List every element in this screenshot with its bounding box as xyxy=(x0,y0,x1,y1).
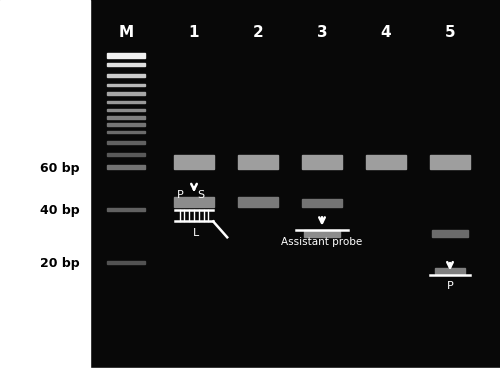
Bar xyxy=(432,229,468,237)
Bar xyxy=(302,198,342,207)
Bar xyxy=(108,131,144,133)
Bar xyxy=(108,116,144,119)
Text: 1: 1 xyxy=(189,25,199,41)
Bar xyxy=(108,63,144,66)
Bar xyxy=(108,261,144,264)
Bar xyxy=(238,198,278,207)
Bar xyxy=(238,155,278,169)
Bar xyxy=(108,123,144,126)
Text: 2: 2 xyxy=(252,25,264,41)
Text: 40 bp: 40 bp xyxy=(40,205,80,218)
Text: 3: 3 xyxy=(316,25,328,41)
Bar xyxy=(434,268,466,274)
Bar xyxy=(0,0,90,383)
Text: 20 bp: 20 bp xyxy=(40,257,80,270)
Text: P: P xyxy=(176,190,184,200)
Text: 60 bp: 60 bp xyxy=(40,162,80,175)
Bar xyxy=(108,208,144,211)
Bar xyxy=(0,368,500,383)
Bar xyxy=(430,155,470,169)
Text: P: P xyxy=(446,282,454,291)
Bar xyxy=(108,109,144,111)
Bar xyxy=(90,15,490,368)
Bar xyxy=(366,155,406,169)
Bar xyxy=(108,165,144,169)
Text: L: L xyxy=(193,229,199,239)
Bar xyxy=(108,74,144,77)
Text: Assistant probe: Assistant probe xyxy=(282,237,362,247)
Bar xyxy=(108,92,144,95)
Bar xyxy=(174,198,214,207)
Bar xyxy=(304,229,340,237)
Text: S: S xyxy=(198,190,205,200)
Text: 5: 5 xyxy=(444,25,456,41)
Bar xyxy=(108,101,144,103)
Bar xyxy=(108,154,144,156)
Text: M: M xyxy=(118,25,134,41)
Bar xyxy=(108,83,144,87)
Bar xyxy=(302,155,342,169)
Bar xyxy=(108,141,144,144)
Text: 4: 4 xyxy=(380,25,392,41)
Bar xyxy=(174,155,214,169)
Bar xyxy=(108,53,144,57)
